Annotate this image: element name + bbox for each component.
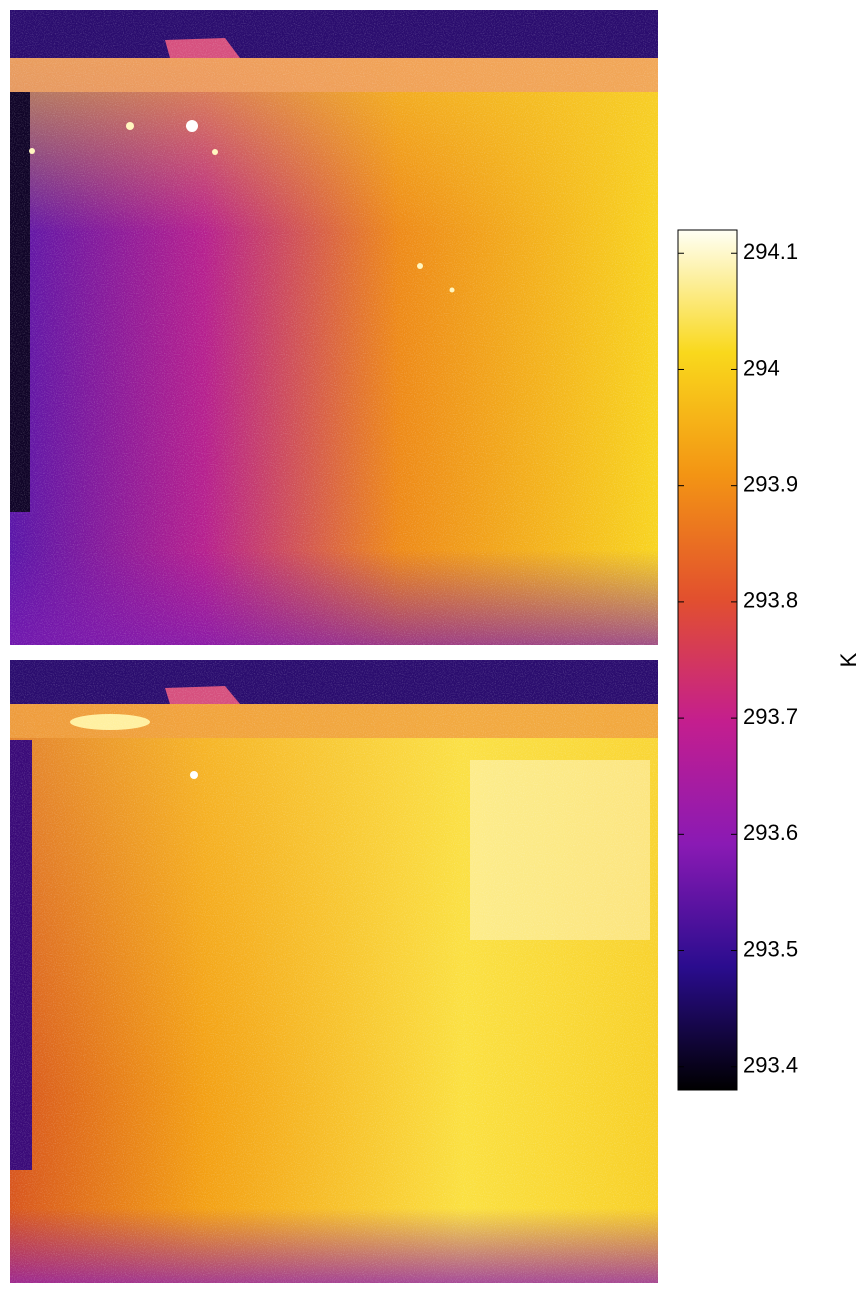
- tick-label: 293.7: [743, 704, 798, 729]
- thermal-image-bottom: [10, 660, 658, 1283]
- tick-label: 293.9: [743, 471, 798, 496]
- tick-label: 294: [743, 355, 780, 380]
- tick-label: 293.4: [743, 1053, 798, 1078]
- colorbar-label: K: [836, 652, 861, 667]
- tick-label: 293.5: [743, 936, 798, 961]
- tick-label: 294.1: [743, 239, 798, 264]
- tick-label: 293.8: [743, 588, 798, 613]
- colorbar-gradient: [677, 229, 738, 1091]
- tick-label: 293.6: [743, 820, 798, 845]
- colorbar: 293.4 293.5 293.6 293.7 293.8 293.9 294 294.1: [677, 229, 798, 1091]
- thermal-image-top: [10, 10, 658, 645]
